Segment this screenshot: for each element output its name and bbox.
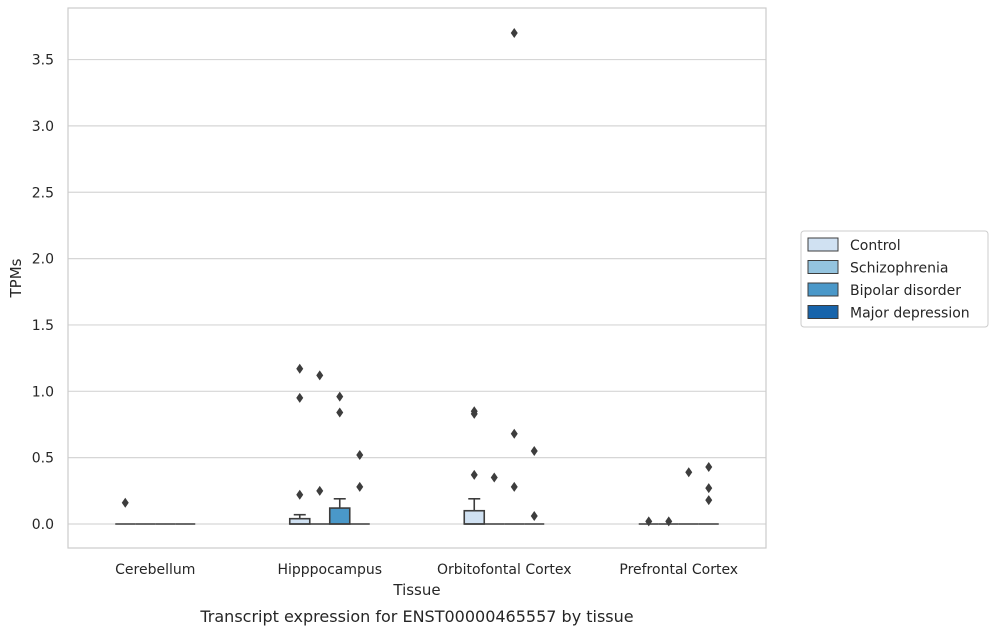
legend: Control Schizophrenia Bipolar disorder Majo…: [800, 230, 989, 328]
y-tick-label: 0.0: [32, 517, 54, 533]
box-group: [524, 446, 545, 525]
box-group: [698, 461, 719, 525]
outlier-marker: [685, 467, 693, 478]
outlier-marker: [645, 516, 653, 527]
legend-swatch: [807, 260, 839, 274]
box-group: [638, 516, 659, 527]
legend-frame: [800, 230, 989, 328]
box-group: [288, 363, 311, 525]
box-group: [328, 391, 351, 525]
box-group: [115, 497, 136, 525]
y-tick-label: 2.0: [32, 252, 54, 268]
outlier-marker: [316, 370, 324, 381]
box-plot-series: [115, 28, 719, 527]
x-tick-label: Hipppocampus: [277, 562, 382, 578]
outlier-marker: [510, 481, 518, 492]
x-axis-title: Tissue: [392, 581, 440, 599]
y-tick-label: 2.5: [32, 185, 54, 201]
y-tick-label: 0.5: [32, 451, 54, 467]
x-tick-label: Cerebellum: [115, 562, 195, 578]
y-axis-title: TPMs: [7, 258, 25, 298]
y-axis-ticks: 0.0 0.5 1.0 1.5 2.0 2.5 3.0 3.5: [32, 53, 54, 533]
outlier-marker: [530, 511, 538, 522]
plot-frame: [67, 7, 767, 549]
x-tick-label: Orbitofontal Cortex: [437, 562, 572, 578]
outlier-marker: [510, 28, 518, 39]
outlier-marker: [296, 489, 304, 500]
x-axis-ticks: Cerebellum Hipppocampus Orbitofontal Corte…: [115, 562, 738, 578]
legend-entry-label: Control: [850, 238, 901, 254]
box-group: [349, 449, 370, 525]
outlier-marker: [356, 481, 364, 492]
outlier-marker: [470, 408, 478, 419]
outlier-marker: [705, 495, 713, 506]
chart-caption: Transcript expression for ENST0000046555…: [199, 607, 633, 626]
box-group: [484, 472, 505, 525]
y-tick-label: 1.0: [32, 384, 54, 400]
x-tick-label: Prefrontal Cortex: [619, 562, 738, 578]
outlier-marker: [705, 461, 713, 472]
outlier-marker: [490, 472, 498, 483]
outlier-marker: [121, 497, 129, 508]
outlier-marker: [470, 469, 478, 480]
legend-swatch: [807, 237, 839, 252]
box-group: [678, 467, 699, 525]
box-group: [309, 370, 330, 525]
legend-entry-label: Schizophrenia: [850, 261, 948, 277]
legend-swatch: [807, 305, 839, 319]
box-group: [504, 28, 525, 525]
box-group: [463, 406, 486, 525]
outlier-marker: [336, 391, 344, 402]
legend-entry-label: Bipolar disorder: [850, 283, 961, 299]
legend-entry-label: Major depression: [850, 306, 970, 322]
legend-swatch: [807, 282, 839, 297]
y-tick-label: 3.5: [32, 53, 54, 69]
outlier-marker: [296, 363, 304, 374]
y-gridlines: [68, 58, 766, 525]
outlier-marker: [316, 485, 324, 496]
box-iqr: [328, 507, 351, 525]
outlier-marker: [356, 449, 364, 460]
box-group: [658, 516, 679, 527]
outlier-marker: [510, 428, 518, 439]
box-iqr: [463, 509, 486, 525]
outlier-marker: [296, 392, 304, 403]
outlier-marker: [336, 407, 344, 418]
y-tick-label: 3.0: [32, 119, 54, 135]
y-tick-label: 1.5: [32, 318, 54, 334]
outlier-marker: [665, 516, 673, 527]
outlier-marker: [705, 483, 713, 494]
outlier-marker: [530, 446, 538, 457]
